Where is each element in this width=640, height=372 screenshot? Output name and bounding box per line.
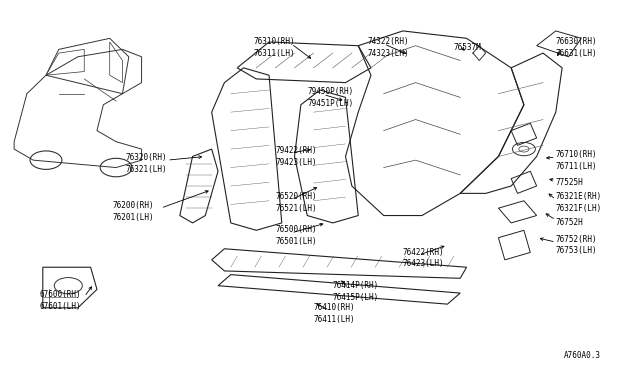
Text: 76321E(RH)
76321F(LH): 76321E(RH) 76321F(LH) xyxy=(556,192,602,213)
Text: 79450P(RH)
79451P(LH): 79450P(RH) 79451P(LH) xyxy=(307,87,353,108)
Text: 76537M: 76537M xyxy=(454,43,481,52)
Text: 76200(RH)
76201(LH): 76200(RH) 76201(LH) xyxy=(113,202,154,222)
Text: 76414P(RH)
76415P(LH): 76414P(RH) 76415P(LH) xyxy=(333,281,379,302)
Text: 76422(RH)
76423(LH): 76422(RH) 76423(LH) xyxy=(403,248,444,269)
Text: 76520(RH)
76521(LH): 76520(RH) 76521(LH) xyxy=(275,192,317,213)
Text: 76500(RH)
76501(LH): 76500(RH) 76501(LH) xyxy=(275,225,317,246)
Text: 76310(RH)
76311(LH): 76310(RH) 76311(LH) xyxy=(253,37,294,58)
Text: 76410(RH)
76411(LH): 76410(RH) 76411(LH) xyxy=(314,303,355,324)
Text: 77525H: 77525H xyxy=(556,178,584,187)
Text: 67600(RH)
67601(LH): 67600(RH) 67601(LH) xyxy=(40,290,81,311)
Text: 74322(RH)
74323(LH): 74322(RH) 74323(LH) xyxy=(368,37,410,58)
Text: 76320(RH)
76321(LH): 76320(RH) 76321(LH) xyxy=(125,153,167,174)
Text: 76710(RH)
76711(LH): 76710(RH) 76711(LH) xyxy=(556,150,597,170)
Text: 76752H: 76752H xyxy=(556,218,584,227)
Text: A760A0.3: A760A0.3 xyxy=(563,351,600,360)
Text: 76630(RH)
76631(LH): 76630(RH) 76631(LH) xyxy=(556,37,597,58)
Text: 79422(RH)
79423(LH): 79422(RH) 79423(LH) xyxy=(275,146,317,167)
Text: 76752(RH)
76753(LH): 76752(RH) 76753(LH) xyxy=(556,235,597,256)
